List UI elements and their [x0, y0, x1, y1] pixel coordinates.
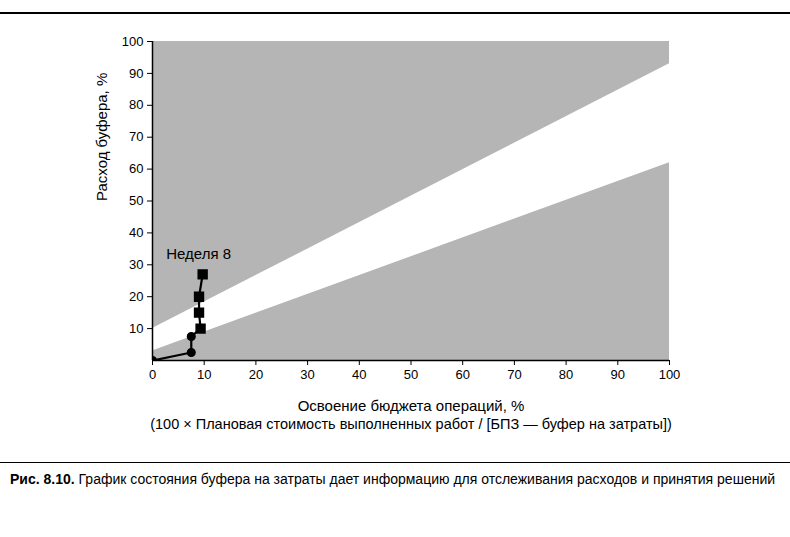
svg-text:10: 10: [197, 367, 211, 382]
svg-text:70: 70: [129, 129, 143, 144]
svg-text:40: 40: [352, 367, 366, 382]
svg-text:80: 80: [129, 97, 143, 112]
svg-text:20: 20: [129, 289, 143, 304]
svg-text:50: 50: [404, 367, 418, 382]
svg-text:30: 30: [300, 367, 314, 382]
svg-text:30: 30: [129, 257, 143, 272]
html-text:Рис. 8.10. График состояния бу: Рис. 8.10. График состояния буфера на за…: [10, 471, 775, 487]
svg-text:0: 0: [149, 367, 156, 382]
svg-text:100: 100: [659, 367, 681, 382]
svg-text:Расход буфера, %: Расход буфера, %: [93, 73, 110, 201]
svg-text:Освоение бюджета операций, %: Освоение бюджета операций, %: [298, 397, 525, 414]
svg-text:90: 90: [129, 66, 143, 81]
svg-text:50: 50: [129, 193, 143, 208]
svg-text:90: 90: [611, 367, 625, 382]
svg-text:40: 40: [129, 225, 143, 240]
svg-text:Неделя 8: Неделя 8: [166, 245, 231, 262]
svg-text:60: 60: [455, 367, 469, 382]
svg-text:20: 20: [249, 367, 263, 382]
svg-text:10: 10: [129, 321, 143, 336]
svg-text:80: 80: [559, 367, 573, 382]
svg-text:60: 60: [129, 161, 143, 176]
svg-text:(100 × Плановая стоимость выпо: (100 × Плановая стоимость выполненных ра…: [150, 416, 672, 432]
svg-text:70: 70: [507, 367, 521, 382]
svg-text:100: 100: [122, 34, 144, 49]
